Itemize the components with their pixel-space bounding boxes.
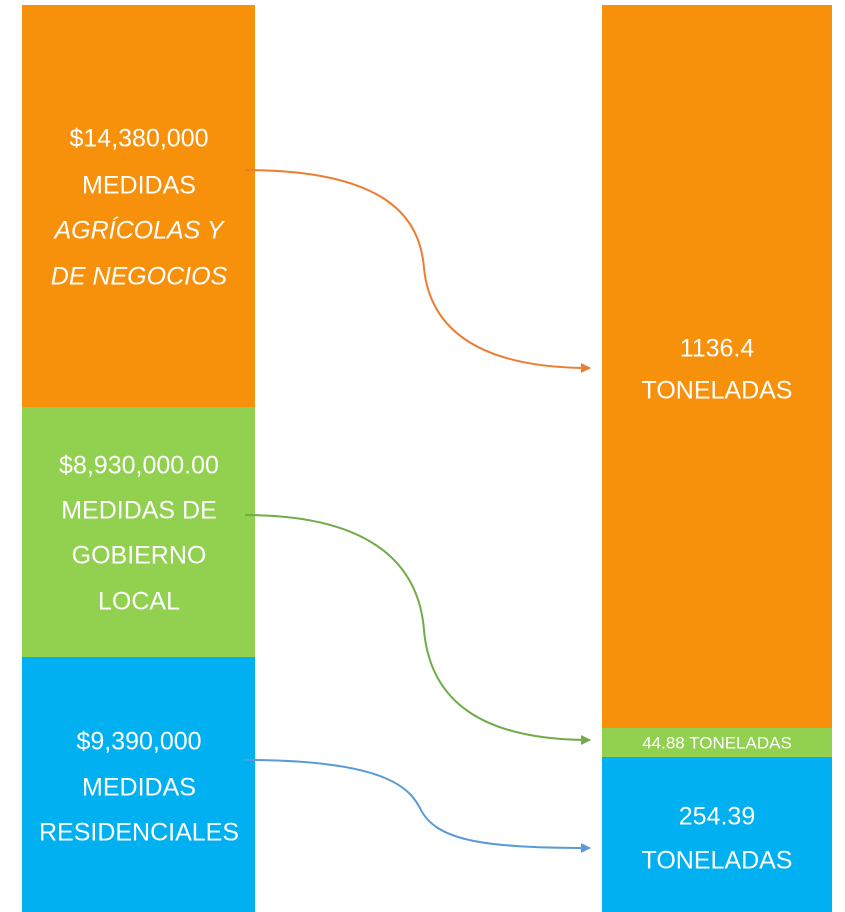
block-text: AGRÍCOLAS Y bbox=[52, 216, 225, 245]
block-text: 44.88 TONELADAS bbox=[642, 733, 792, 752]
arrow bbox=[244, 169, 591, 373]
left-block bbox=[22, 657, 255, 912]
left-block bbox=[22, 5, 255, 407]
right-block bbox=[602, 728, 832, 757]
block-text: TONELADAS bbox=[642, 847, 793, 875]
block-text: LOCAL bbox=[98, 588, 180, 616]
block-text: $9,390,000 bbox=[76, 728, 201, 756]
right-block bbox=[602, 5, 832, 728]
block-text: MEDIDAS bbox=[82, 774, 196, 802]
block-text: TONELADAS bbox=[642, 377, 793, 405]
arrow bbox=[244, 759, 591, 853]
block-text: $8,930,000.00 bbox=[59, 452, 219, 480]
block-text: MEDIDAS DE bbox=[61, 497, 217, 525]
arrow bbox=[244, 514, 591, 745]
right-block bbox=[602, 757, 832, 912]
left-block bbox=[22, 407, 255, 657]
block-text: 254.39 bbox=[679, 803, 755, 831]
block-text: DE NEGOCIOS bbox=[51, 263, 228, 291]
block-text: GOBIERNO bbox=[72, 542, 207, 570]
block-text: MEDIDAS bbox=[82, 172, 196, 200]
block-text: $14,380,000 bbox=[69, 125, 208, 153]
block-text: RESIDENCIALES bbox=[39, 819, 239, 847]
block-text: 1136.4 bbox=[680, 335, 755, 363]
